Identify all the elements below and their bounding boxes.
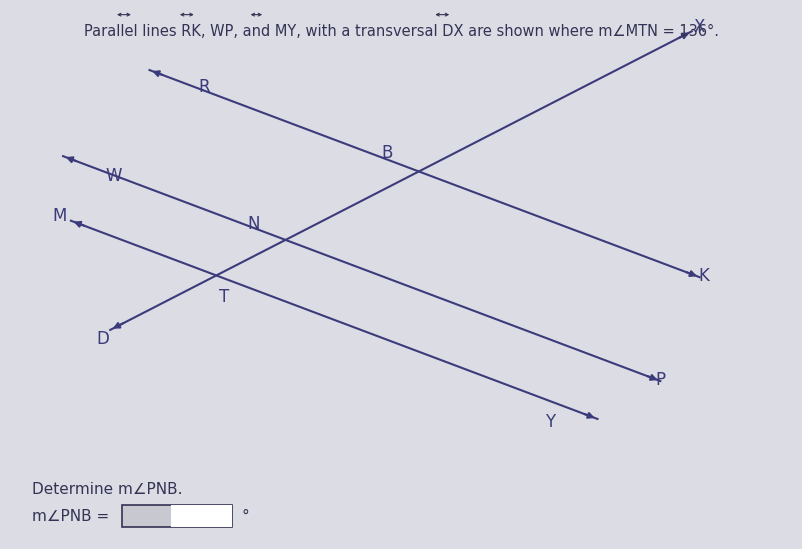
Text: B: B [382, 144, 393, 161]
Text: X: X [694, 18, 705, 36]
Text: T: T [219, 288, 229, 306]
Text: P: P [655, 371, 666, 389]
Text: W: W [106, 166, 123, 184]
Text: M: M [52, 208, 67, 226]
Text: Determine m∠PNB.: Determine m∠PNB. [31, 481, 182, 497]
Text: Y: Y [545, 413, 556, 432]
Text: m∠PNB =: m∠PNB = [31, 508, 109, 524]
FancyBboxPatch shape [122, 505, 232, 528]
FancyBboxPatch shape [172, 505, 232, 528]
Text: D: D [96, 330, 109, 348]
Text: R: R [199, 78, 210, 96]
Text: °: ° [241, 508, 249, 524]
Text: Parallel lines RK, WP, and MY, with a transversal DX are shown where m∠MTN = 136: Parallel lines RK, WP, and MY, with a tr… [83, 24, 719, 40]
Text: N: N [248, 215, 261, 233]
Text: K: K [699, 267, 709, 285]
